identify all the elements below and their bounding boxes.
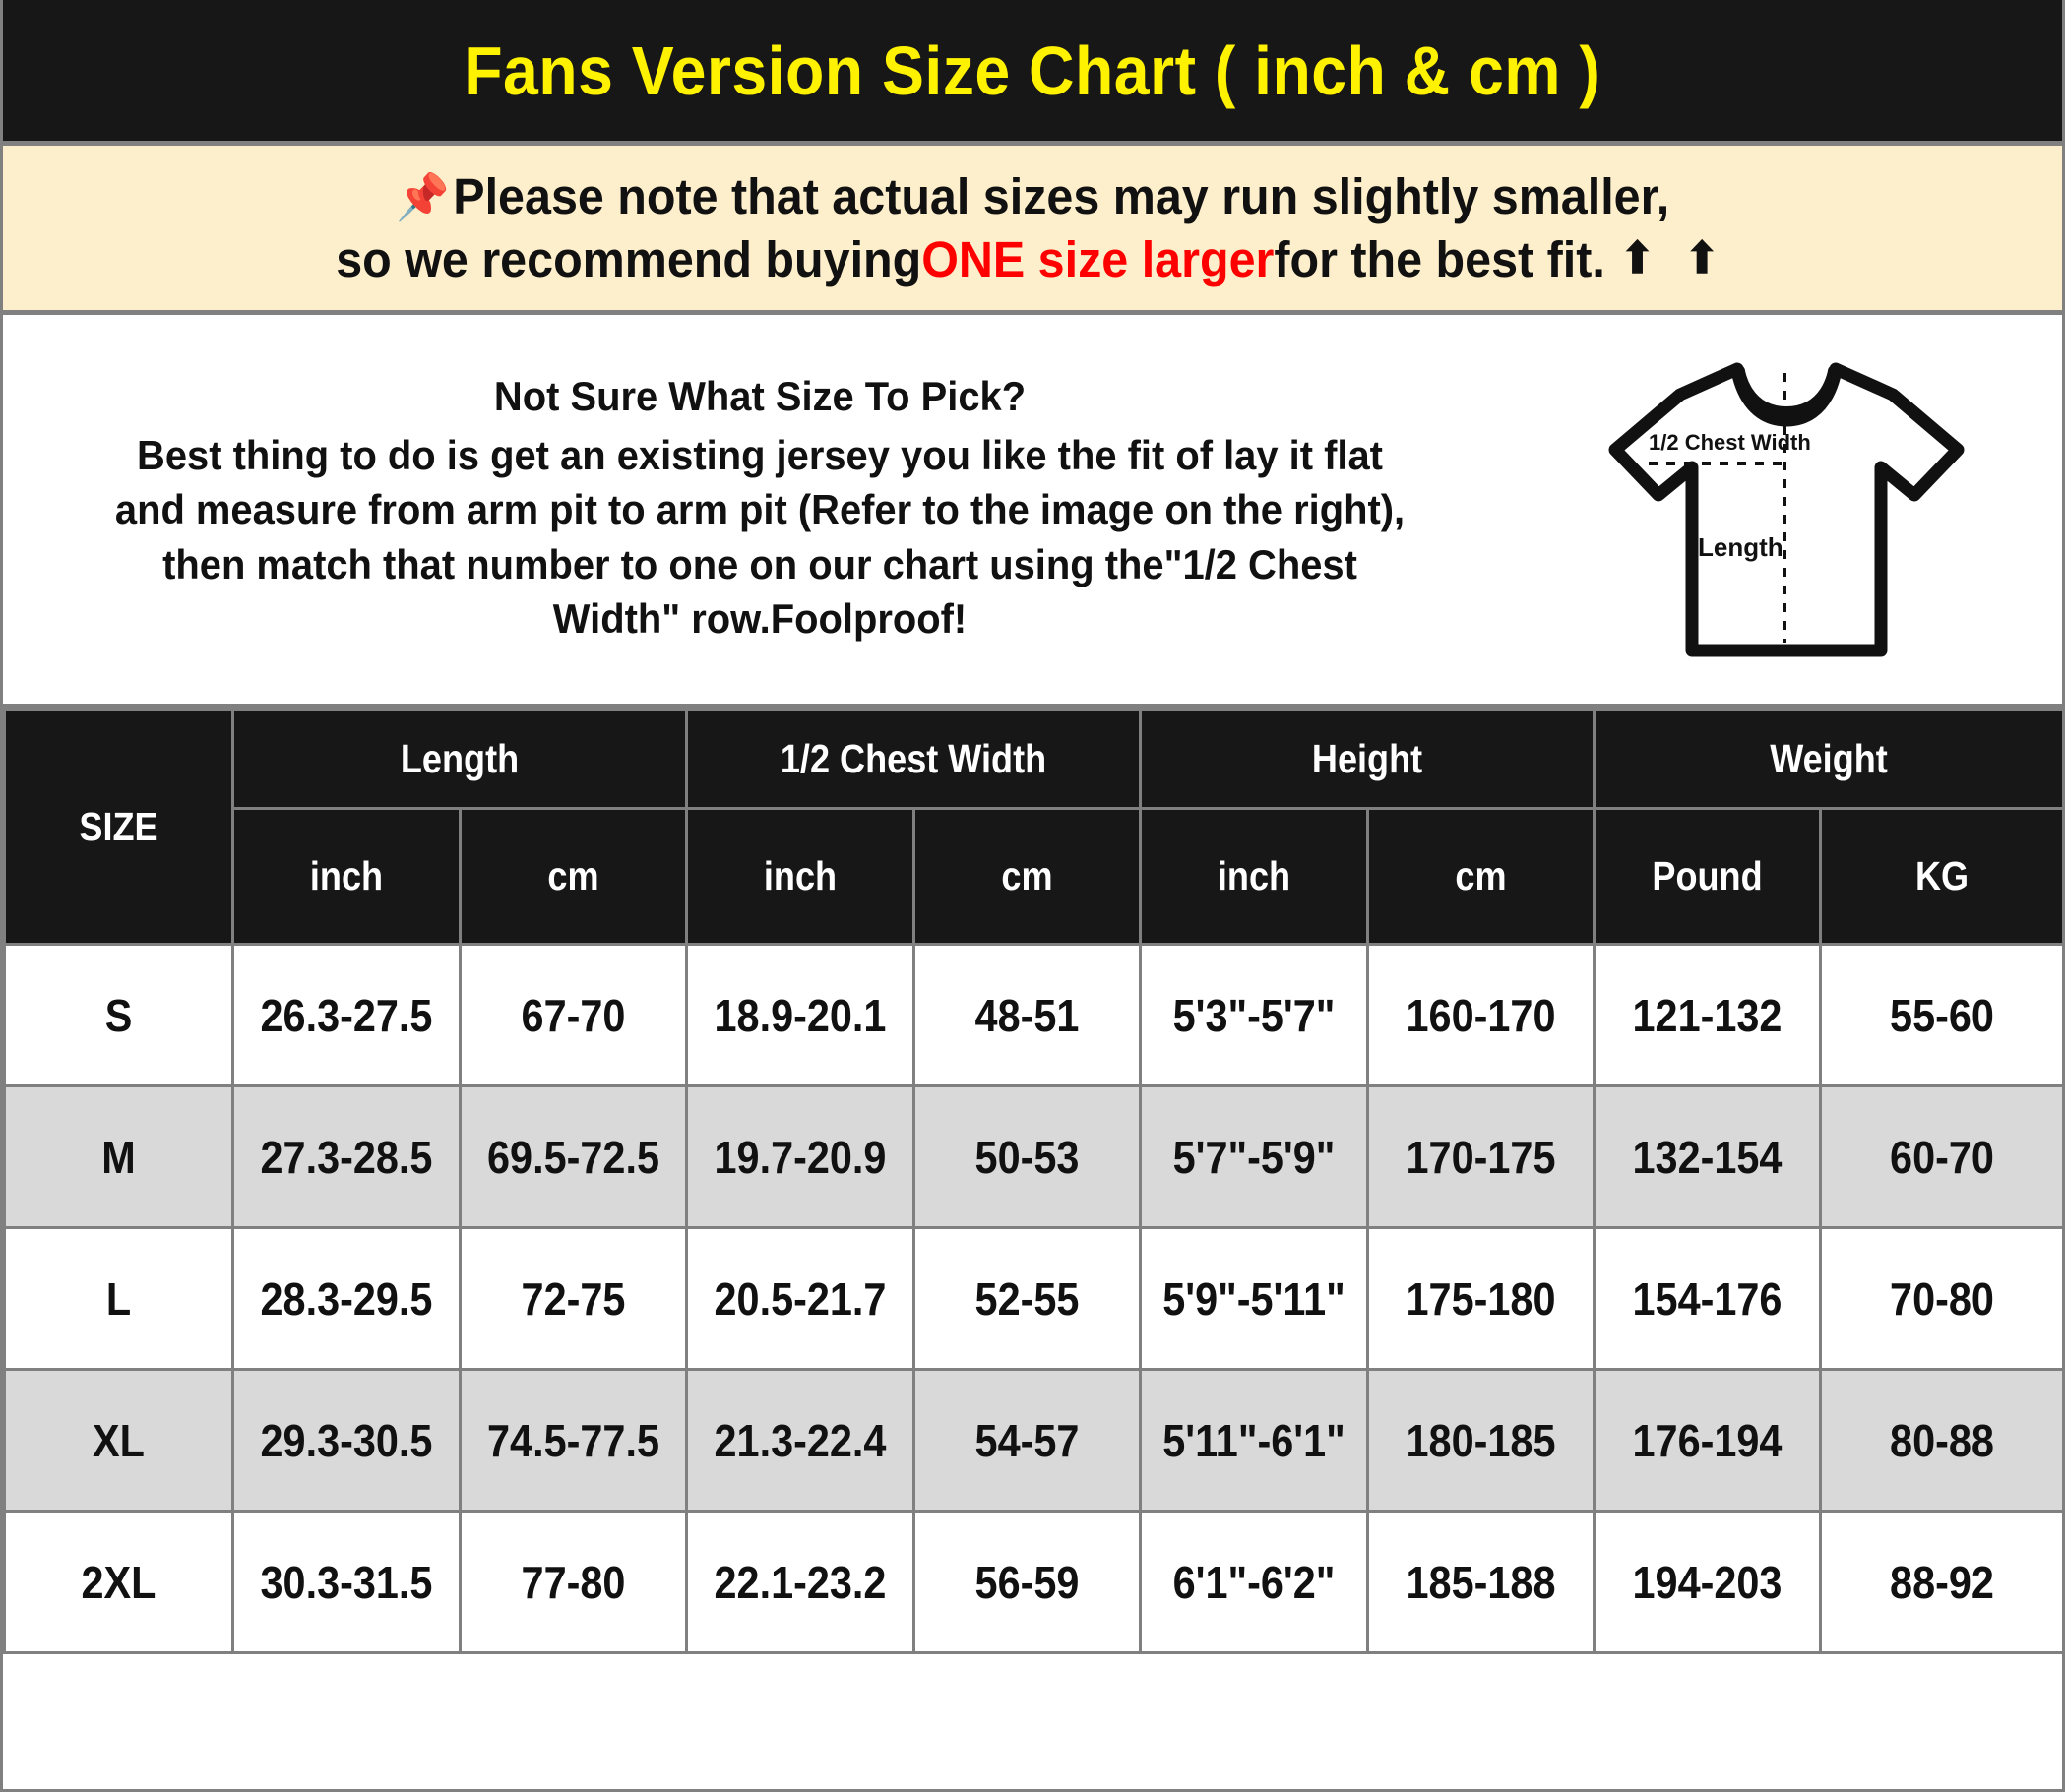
- cell-height-cm: 160-170: [1366, 943, 1596, 1087]
- info-section: Not Sure What Size To Pick? Best thing t…: [3, 315, 2062, 709]
- header-group-chest-width: 1/2 Chest Width: [685, 709, 1143, 810]
- header-group-weight: Weight: [1593, 709, 2062, 810]
- cell-size: XL: [3, 1368, 234, 1513]
- header-unit-length-cm: cm: [458, 807, 689, 946]
- tshirt-diagram-wrap: 1/2 Chest Width Length: [1511, 347, 2062, 672]
- header-unit-chest-inch: inch: [685, 807, 916, 946]
- cell-chest-cm: 52-55: [912, 1226, 1143, 1371]
- size-table-head: SIZE Length 1/2 Chest Width Height Weigh…: [3, 709, 2062, 946]
- table-row: M 27.3-28.5 69.5-72.5 19.7-20.9 50-53 5'…: [3, 1084, 2062, 1229]
- cell-length-inch: 30.3-31.5: [231, 1510, 462, 1654]
- cell-chest-inch: 21.3-22.4: [685, 1368, 916, 1513]
- cell-height-inch: 5'9"-5'11": [1139, 1226, 1370, 1371]
- note-line-1: 📌 Please note that actual sizes may run …: [396, 170, 1669, 223]
- cell-length-cm: 69.5-72.5: [458, 1084, 689, 1229]
- cell-height-cm: 185-188: [1366, 1510, 1596, 1654]
- cell-size: L: [3, 1226, 234, 1371]
- info-line-3: then match that number to one on our cha…: [162, 540, 1357, 587]
- title-banner: Fans Version Size Chart ( inch & cm ): [3, 0, 2062, 146]
- header-group-length: Length: [230, 709, 689, 810]
- cell-weight-pound: 154-176: [1593, 1226, 1823, 1371]
- cell-weight-kg: 60-70: [1819, 1084, 2062, 1229]
- info-line-2: and measure from arm pit to arm pit (Ref…: [114, 486, 1406, 533]
- cell-length-inch: 26.3-27.5: [231, 943, 462, 1087]
- cell-weight-pound: 132-154: [1593, 1084, 1823, 1229]
- note-banner: 📌 Please note that actual sizes may run …: [3, 146, 2062, 315]
- cell-length-inch: 28.3-29.5: [231, 1226, 462, 1371]
- header-unit-height-cm: cm: [1366, 807, 1596, 946]
- cell-length-cm: 67-70: [458, 943, 689, 1087]
- chest-width-label: 1/2 Chest Width: [1649, 430, 1811, 455]
- table-row: XL 29.3-30.5 74.5-77.5 21.3-22.4 54-57 5…: [3, 1368, 2062, 1513]
- info-line-1: Best thing to do is get an existing jers…: [137, 431, 1383, 478]
- info-text-block: Not Sure What Size To Pick? Best thing t…: [3, 373, 1511, 647]
- header-unit-weight-pound: Pound: [1593, 807, 1823, 946]
- table-row: S 26.3-27.5 67-70 18.9-20.1 48-51 5'3"-5…: [3, 943, 2062, 1087]
- note-text-1: Please note that actual sizes may run sl…: [453, 167, 1670, 224]
- cell-weight-kg: 55-60: [1819, 943, 2062, 1087]
- header-group-height: Height: [1139, 709, 1596, 810]
- up-arrow-icon: ⬆ ⬆: [1620, 234, 1729, 283]
- info-line-4: Width" row.Foolproof!: [552, 594, 968, 642]
- cell-height-inch: 5'3"-5'7": [1139, 943, 1370, 1087]
- cell-weight-kg: 70-80: [1819, 1226, 2062, 1371]
- cell-chest-inch: 22.1-23.2: [685, 1510, 916, 1654]
- cell-height-cm: 175-180: [1366, 1226, 1596, 1371]
- cell-length-cm: 74.5-77.5: [458, 1368, 689, 1513]
- size-table: SIZE Length 1/2 Chest Width Height Weigh…: [3, 709, 2062, 1654]
- cell-chest-cm: 48-51: [912, 943, 1143, 1087]
- header-size: SIZE: [3, 709, 234, 946]
- cell-chest-inch: 20.5-21.7: [685, 1226, 916, 1371]
- cell-length-inch: 29.3-30.5: [231, 1368, 462, 1513]
- cell-height-cm: 180-185: [1366, 1368, 1596, 1513]
- cell-chest-inch: 19.7-20.9: [685, 1084, 916, 1229]
- cell-weight-pound: 176-194: [1593, 1368, 1823, 1513]
- header-unit-height-inch: inch: [1139, 807, 1370, 946]
- cell-chest-cm: 50-53: [912, 1084, 1143, 1229]
- cell-length-cm: 72-75: [458, 1226, 689, 1371]
- cell-chest-inch: 18.9-20.1: [685, 943, 916, 1087]
- cell-size: M: [3, 1084, 234, 1229]
- cell-size: S: [3, 943, 234, 1087]
- table-row: L 28.3-29.5 72-75 20.5-21.7 52-55 5'9"-5…: [3, 1226, 2062, 1371]
- size-table-body: S 26.3-27.5 67-70 18.9-20.1 48-51 5'3"-5…: [3, 943, 2062, 1654]
- info-body: Best thing to do is get an existing jers…: [19, 428, 1501, 647]
- note-text-2-after: for the best fit.: [1274, 230, 1606, 287]
- note-text-2-before: so we recommend buying: [336, 230, 922, 287]
- cell-weight-kg: 80-88: [1819, 1368, 2062, 1513]
- cell-height-inch: 6'1"-6'2": [1139, 1510, 1370, 1654]
- cell-height-cm: 170-175: [1366, 1084, 1596, 1229]
- cell-weight-pound: 121-132: [1593, 943, 1823, 1087]
- cell-weight-pound: 194-203: [1593, 1510, 1823, 1654]
- cell-height-inch: 5'11"-6'1": [1139, 1368, 1370, 1513]
- table-header-group-row: SIZE Length 1/2 Chest Width Height Weigh…: [3, 709, 2062, 946]
- pushpin-icon: 📌: [395, 170, 450, 222]
- table-row: 2XL 30.3-31.5 77-80 22.1-23.2 56-59 6'1"…: [3, 1510, 2062, 1654]
- tshirt-diagram-icon: 1/2 Chest Width Length: [1608, 362, 1965, 656]
- cell-chest-cm: 56-59: [912, 1510, 1143, 1654]
- cell-chest-cm: 54-57: [912, 1368, 1143, 1513]
- header-unit-weight-kg: KG: [1819, 807, 2062, 946]
- cell-length-cm: 77-80: [458, 1510, 689, 1654]
- table-header-unit-row: inch cm inch cm inch cm Pound: [5, 807, 2062, 946]
- header-unit-chest-cm: cm: [912, 807, 1143, 946]
- note-line-2: so we recommend buying ONE size larger f…: [336, 230, 1729, 287]
- header-unit-length-inch: inch: [231, 807, 462, 946]
- cell-height-inch: 5'7"-5'9": [1139, 1084, 1370, 1229]
- cell-length-inch: 27.3-28.5: [231, 1084, 462, 1229]
- info-heading: Not Sure What Size To Pick?: [493, 372, 1027, 419]
- length-label: Length: [1698, 532, 1783, 562]
- note-highlight: ONE size larger: [921, 230, 1275, 287]
- cell-weight-kg: 88-92: [1819, 1510, 2062, 1654]
- cell-size: 2XL: [3, 1510, 234, 1654]
- page-title: Fans Version Size Chart ( inch & cm ): [464, 31, 1601, 109]
